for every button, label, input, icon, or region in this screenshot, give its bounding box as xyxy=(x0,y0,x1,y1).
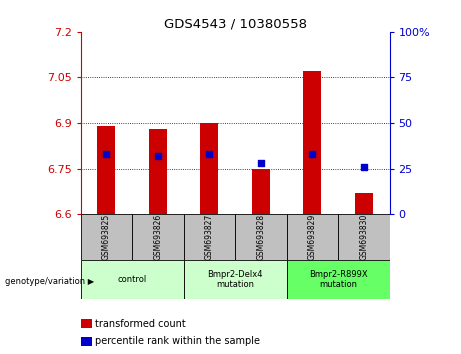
Text: transformed count: transformed count xyxy=(95,319,185,329)
Bar xyxy=(183,260,287,299)
Text: GSM693830: GSM693830 xyxy=(359,214,368,261)
Bar xyxy=(303,72,321,214)
Bar xyxy=(81,260,183,299)
Bar xyxy=(235,214,287,260)
Bar xyxy=(338,214,390,260)
Text: GSM693828: GSM693828 xyxy=(256,214,266,260)
Text: percentile rank within the sample: percentile rank within the sample xyxy=(95,336,260,346)
Point xyxy=(360,164,367,170)
Bar xyxy=(183,214,235,260)
Text: GSM693826: GSM693826 xyxy=(154,214,162,260)
Bar xyxy=(287,214,338,260)
Bar xyxy=(355,193,373,214)
Point xyxy=(257,160,265,166)
Point xyxy=(308,151,316,157)
Bar xyxy=(287,260,390,299)
Point xyxy=(103,151,110,157)
Bar xyxy=(97,126,115,214)
Bar xyxy=(149,129,167,214)
Bar xyxy=(132,214,183,260)
Text: Bmpr2-R899X
mutation: Bmpr2-R899X mutation xyxy=(309,270,367,289)
Bar xyxy=(201,123,219,214)
Bar xyxy=(81,214,132,260)
Point xyxy=(206,151,213,157)
Bar xyxy=(252,169,270,214)
Text: GSM693825: GSM693825 xyxy=(102,214,111,260)
Text: genotype/variation ▶: genotype/variation ▶ xyxy=(5,277,94,286)
Text: GSM693829: GSM693829 xyxy=(308,214,317,260)
Text: control: control xyxy=(118,275,147,284)
Title: GDS4543 / 10380558: GDS4543 / 10380558 xyxy=(164,18,307,31)
Text: GSM693827: GSM693827 xyxy=(205,214,214,260)
Point xyxy=(154,153,161,159)
Text: Bmpr2-Delx4
mutation: Bmpr2-Delx4 mutation xyxy=(207,270,263,289)
